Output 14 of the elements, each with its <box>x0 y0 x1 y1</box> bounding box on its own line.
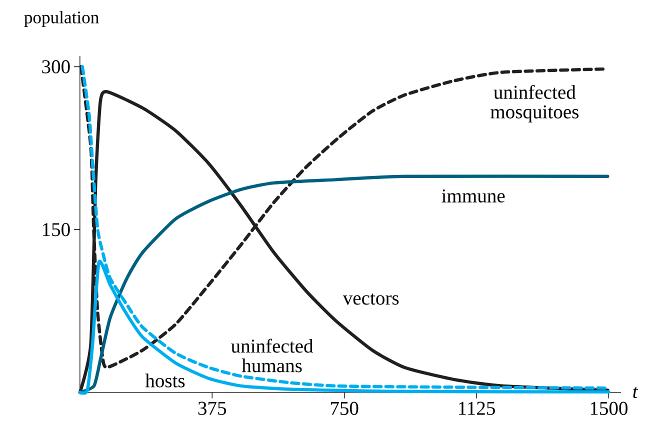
line-series <box>78 174 610 394</box>
x-tick-label: 1125 <box>459 402 495 416</box>
y-tick-label: 300 <box>42 60 70 74</box>
x-tick-label: 750 <box>330 402 358 416</box>
series-label: uninfected mosquitoes <box>490 85 578 123</box>
y-axis-title: population <box>24 11 99 28</box>
x-tick-label: 1500 <box>590 402 628 416</box>
x-tick-label: 375 <box>198 402 226 416</box>
series-label: vectors <box>342 294 399 305</box>
series-label: hosts <box>145 374 185 388</box>
y-tick-label: 150 <box>42 223 70 236</box>
series-label: uninfected humans <box>231 338 314 372</box>
series-label: immune <box>442 190 505 203</box>
x-axis-title: t <box>633 386 638 398</box>
